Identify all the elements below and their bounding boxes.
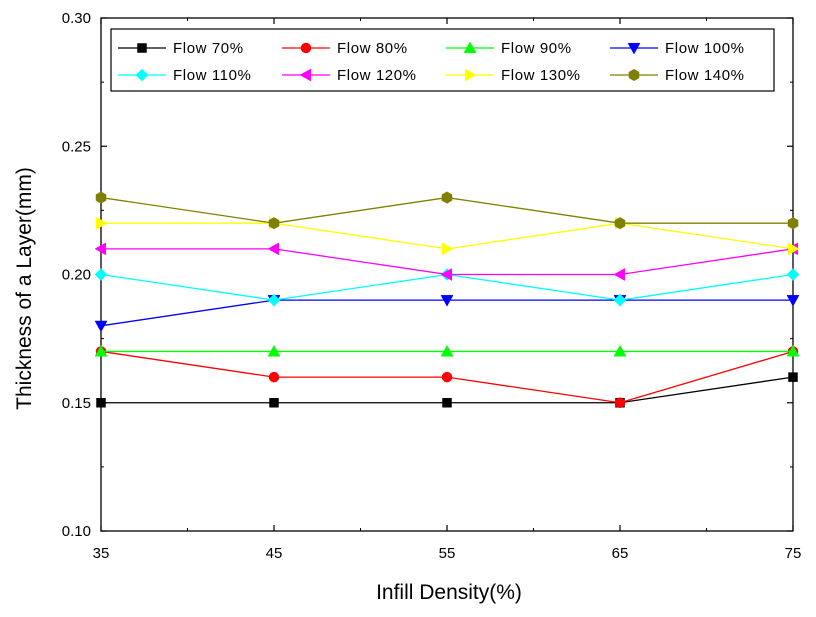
legend-marker [135,68,149,82]
y-axis-title: Thickness of a Layer(mm) [13,167,36,410]
x-tick-label: 65 [612,545,629,562]
legend-item: Flow 100% [610,40,745,57]
data-point [94,242,107,256]
data-point [267,344,281,357]
legend-item: Flow 80% [282,40,408,57]
legend-label: Flow 140% [665,67,745,84]
data-point [268,217,280,230]
data-point [788,372,798,382]
axis-titles: Infill Density(%) Thickness of a Layer(mm… [13,167,522,604]
legend-marker [463,41,477,54]
data-point [94,344,108,357]
series-group [94,191,800,408]
x-tick-label: 35 [93,545,110,562]
x-axis-title: Infill Density(%) [376,581,522,604]
data-point [787,217,799,230]
series-line [101,222,794,250]
data-point [94,268,108,281]
data-point [95,191,107,204]
legend-label: Flow 90% [501,40,572,57]
x-tick-label: 55 [439,545,456,562]
data-point [441,191,453,204]
data-point [441,371,453,383]
legend-item: Flow 130% [446,67,581,84]
axes: 35 45 55 65 75 0.10 0.15 0.20 0.25 0.30 [62,10,802,562]
legend-label: Flow 70% [173,40,244,57]
legend-marker [464,68,477,82]
data-point [786,268,800,281]
x-tick-label: 45 [266,545,283,562]
legend-marker [299,68,312,82]
data-point [440,268,453,281]
data-point [614,217,626,230]
legend-marker [627,42,641,55]
data-point [614,397,626,408]
data-point [95,216,108,230]
legend: Flow 70% Flow 80% Flow 90% Flow 100% Flow 11… [110,28,775,92]
legend-item: Flow 120% [282,67,417,84]
data-point [440,344,454,357]
series-5 [94,242,799,281]
y-tick-label: 0.10 [62,523,91,540]
data-point [613,344,627,357]
legend-marker [300,42,312,54]
legend-item: Flow 70% [118,40,244,57]
data-point [267,293,281,307]
data-point [613,293,627,307]
data-point [94,320,108,333]
data-point [613,268,626,281]
data-point [268,371,280,383]
legend-marker [628,68,640,82]
legend-label: Flow 130% [501,67,581,84]
data-point [787,242,800,256]
legend-label: Flow 120% [337,67,417,84]
x-tick-label: 75 [785,545,802,562]
data-point [441,242,454,256]
y-tick-label: 0.15 [62,395,91,412]
legend-item: Flow 90% [446,40,572,57]
series-2 [94,344,800,357]
legend-label: Flow 80% [337,40,408,57]
legend-label: Flow 100% [665,40,745,57]
legend-label: Flow 110% [173,67,252,84]
data-point [442,398,452,408]
legend-marker [137,43,147,53]
legend-item: Flow 140% [610,67,745,84]
y-tick-label: 0.20 [62,267,91,284]
y-tick-label: 0.30 [62,10,91,27]
series-7 [95,191,799,230]
data-point [269,398,279,408]
data-point [267,242,280,256]
legend-item: Flow 110% [118,67,252,84]
legend-box [110,28,775,92]
y-tick-label: 0.25 [62,138,91,155]
series-3 [94,295,800,333]
data-point [440,295,454,307]
data-point [786,295,800,307]
data-point [786,344,800,357]
data-point [96,398,106,408]
